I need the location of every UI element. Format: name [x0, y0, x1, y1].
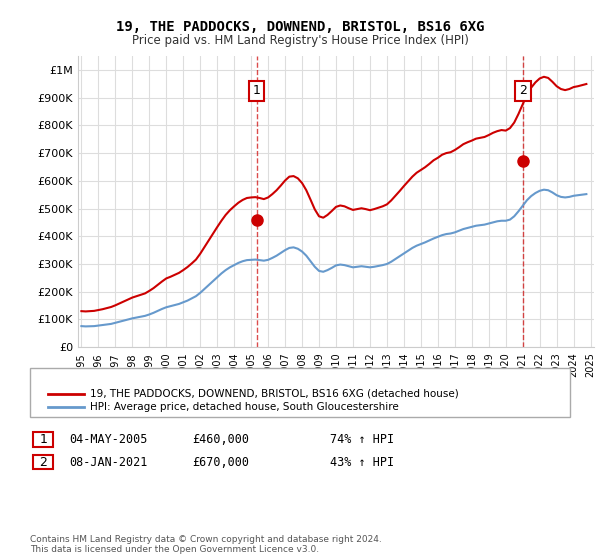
Text: 2: 2: [39, 455, 47, 469]
Text: £460,000: £460,000: [192, 433, 249, 446]
Text: Price paid vs. HM Land Registry's House Price Index (HPI): Price paid vs. HM Land Registry's House …: [131, 34, 469, 46]
Text: 19, THE PADDOCKS, DOWNEND, BRISTOL, BS16 6XG (detached house): 19, THE PADDOCKS, DOWNEND, BRISTOL, BS16…: [90, 389, 459, 399]
Text: 74% ↑ HPI: 74% ↑ HPI: [330, 433, 394, 446]
Text: HPI: Average price, detached house, South Gloucestershire: HPI: Average price, detached house, Sout…: [90, 402, 399, 412]
Text: Contains HM Land Registry data © Crown copyright and database right 2024.
This d: Contains HM Land Registry data © Crown c…: [30, 535, 382, 554]
Text: 1: 1: [253, 85, 260, 97]
Text: 43% ↑ HPI: 43% ↑ HPI: [330, 455, 394, 469]
Text: 04-MAY-2005: 04-MAY-2005: [69, 433, 148, 446]
Text: 08-JAN-2021: 08-JAN-2021: [69, 455, 148, 469]
Text: £670,000: £670,000: [192, 455, 249, 469]
Text: 2: 2: [519, 85, 527, 97]
Text: 19, THE PADDOCKS, DOWNEND, BRISTOL, BS16 6XG: 19, THE PADDOCKS, DOWNEND, BRISTOL, BS16…: [116, 20, 484, 34]
Text: 1: 1: [39, 433, 47, 446]
